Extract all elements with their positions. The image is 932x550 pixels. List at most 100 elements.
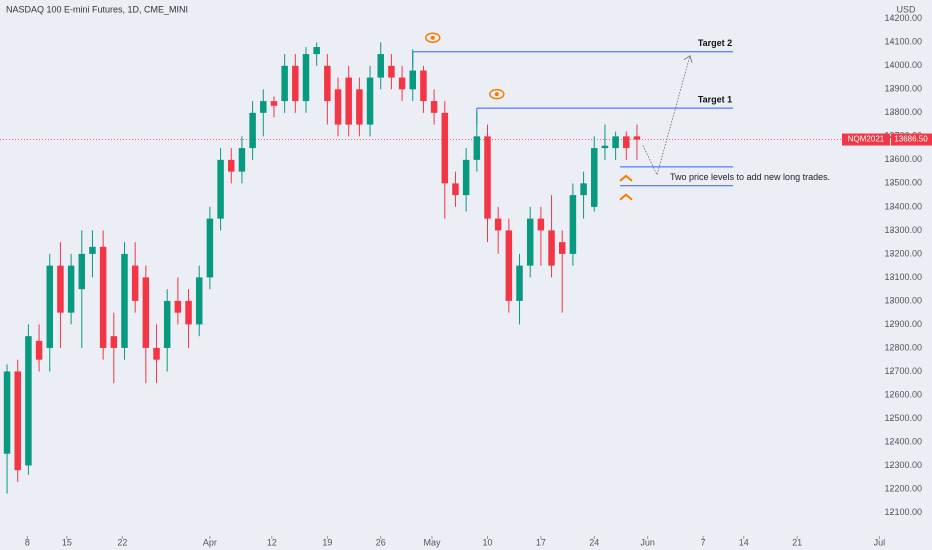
symbol-label: NQM2021 [848, 135, 885, 144]
candle-body [558, 242, 566, 254]
candle-body [14, 371, 21, 471]
candle-body [580, 183, 587, 196]
y-tick-label: 14000.00 [884, 60, 922, 70]
candle-body [430, 101, 438, 113]
candle-body [206, 218, 214, 278]
candle-body [260, 101, 267, 113]
x-tick-label: May [423, 537, 441, 547]
y-tick-label: 12100.00 [884, 507, 922, 517]
x-tick-label: 8 [25, 537, 30, 547]
eye-pupil [430, 35, 435, 40]
y-tick-label: 13500.00 [884, 178, 922, 188]
candle-body [334, 89, 342, 125]
candle-body [67, 265, 75, 313]
candle-body [569, 195, 577, 254]
eye-icon [489, 88, 505, 100]
candle-body [548, 230, 555, 266]
target-label: Target 1 [698, 95, 732, 105]
y-tick-label: 12200.00 [884, 483, 922, 493]
candle-body [623, 136, 630, 149]
symbol-badge [842, 133, 890, 146]
y-tick-label: 14200.00 [884, 13, 922, 23]
candle-body [526, 218, 534, 266]
eye-pupil [494, 92, 499, 97]
y-tick-label: 13300.00 [884, 225, 922, 235]
candle-body [537, 218, 545, 231]
x-tick-label: Apr [203, 537, 217, 547]
x-tick-label: 22 [117, 537, 127, 547]
candle-body [302, 54, 310, 102]
price-badge [891, 133, 932, 146]
candle-body [174, 300, 182, 313]
candle-body [99, 246, 107, 348]
x-tick-label: 17 [536, 537, 546, 547]
candle-body [441, 112, 449, 184]
candle-body [46, 265, 54, 348]
candle-body [409, 70, 417, 90]
candle-body [228, 159, 235, 172]
x-tick-label: 10 [482, 537, 492, 547]
candle-body [89, 246, 96, 254]
x-tick-label: 14 [739, 537, 749, 547]
candle-body [142, 277, 150, 348]
candle-body [516, 265, 523, 301]
candle-body [313, 47, 320, 55]
y-tick-label: 12400.00 [884, 436, 922, 446]
x-tick-label: 26 [376, 537, 386, 547]
y-tick-label: 13800.00 [884, 107, 922, 117]
candle-body [601, 145, 609, 149]
candle-body [3, 371, 11, 454]
candle-body [494, 218, 502, 231]
candle-body [131, 265, 139, 301]
candle-body [633, 136, 641, 140]
x-tick-label: 15 [62, 537, 72, 547]
candle-body [473, 136, 481, 160]
candle-body [356, 89, 363, 125]
candle-body [462, 159, 470, 196]
candle-body [324, 65, 331, 102]
chart-title: NASDAQ 100 E-mini Futures, 1D, CME_MINI [6, 4, 188, 14]
y-tick-label: 12600.00 [884, 389, 922, 399]
candle-body [195, 277, 203, 325]
x-tick-label: 19 [322, 537, 332, 547]
y-tick-label: 12500.00 [884, 413, 922, 423]
chevron [619, 174, 633, 182]
price-label: 13686.50 [894, 135, 928, 144]
y-tick-label: 12300.00 [884, 460, 922, 470]
candle-body [35, 340, 43, 360]
candle-body [612, 136, 619, 149]
x-tick-label: Jul [874, 537, 886, 547]
chevron [619, 193, 633, 201]
y-tick-label: 13600.00 [884, 154, 922, 164]
candle-body [388, 65, 395, 78]
candle-body [249, 112, 256, 149]
candle-body [591, 148, 598, 207]
candle-body [185, 300, 192, 325]
y-tick-label: 12700.00 [884, 366, 922, 376]
x-tick-label: 24 [589, 537, 599, 547]
projection-arrow [683, 55, 693, 63]
x-tick-label: 7 [701, 537, 706, 547]
entry-note: Two price levels to add new long trades. [670, 172, 830, 182]
eye-icon [425, 32, 441, 43]
candle-body [366, 77, 374, 125]
candle-body [110, 336, 118, 348]
candle-body [25, 336, 32, 466]
candle-body [270, 101, 278, 106]
candle-body [377, 54, 384, 78]
candle-body [281, 65, 288, 102]
candle-body [153, 347, 160, 360]
candle-body [217, 159, 224, 219]
candle-body [121, 253, 128, 348]
x-tick-label: 21 [792, 537, 802, 547]
candle-body [238, 148, 246, 172]
candle-body [345, 77, 352, 125]
projection-path [642, 55, 691, 177]
candle-body [398, 77, 406, 90]
candle-body [163, 300, 171, 348]
y-tick-label: 12900.00 [884, 319, 922, 329]
y-tick-label: 13100.00 [884, 272, 922, 282]
candle-body [420, 70, 427, 102]
